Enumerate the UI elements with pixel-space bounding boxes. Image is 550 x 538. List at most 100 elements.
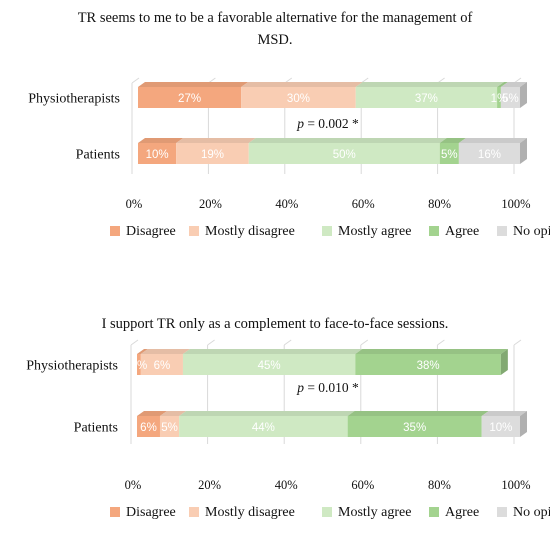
p-value-text: = 0.010 *	[304, 380, 359, 395]
bar-patients-no-opinion	[481, 416, 520, 437]
data-label-physiotherapists-mostly-disagree: 30%	[287, 93, 310, 105]
x-tick-label: 60%	[351, 478, 374, 492]
bar-patients-mostly-agree	[248, 143, 440, 164]
legend-swatch-disagree	[110, 507, 120, 517]
x-tick-label: 40%	[275, 478, 298, 492]
bar-physiotherapists-mostly-agree	[355, 87, 498, 108]
data-label-patients-mostly-disagree: 5%	[161, 422, 178, 434]
p-value-annotation: p = 0.002 *	[296, 116, 359, 131]
bar-top-patients-no-opinion	[481, 411, 527, 416]
grid-line-depth	[283, 339, 292, 346]
chart-title-line-2: MSD.	[257, 32, 292, 48]
chart-panel-1: TR seems to me to be a favorable alterna…	[28, 10, 550, 239]
data-label-patients-no-opinion: 10%	[489, 422, 512, 434]
legend-label-mostly-agree: Mostly agree	[338, 224, 411, 239]
bar-top-physiotherapists-agree	[497, 82, 508, 87]
bar-physiotherapists-agree	[497, 87, 501, 108]
bar-patients-agree	[439, 143, 459, 164]
data-label-patients-disagree: 6%	[140, 422, 157, 434]
chart-title-line-1: TR seems to me to be a favorable alterna…	[78, 10, 473, 26]
p-value-text: = 0.002 *	[304, 116, 359, 131]
bar-top-patients-agree	[439, 138, 466, 143]
legend-label-mostly-agree: Mostly agree	[338, 505, 411, 520]
legend-swatch-no-opinion	[497, 226, 507, 236]
legend-swatch-mostly-agree	[322, 226, 332, 236]
data-label-patients-no-opinion: 16%	[478, 149, 501, 161]
data-label-physiotherapists-mostly-agree: 45%	[258, 360, 281, 372]
bar-physiotherapists-disagree	[137, 354, 141, 375]
bar-patients-agree	[347, 416, 482, 437]
bar-top-physiotherapists-no-opinion	[500, 82, 527, 87]
legend-swatch-no-opinion	[497, 507, 507, 517]
data-label-physiotherapists-agree: 1%	[491, 93, 508, 105]
bar-top-physiotherapists-agree	[355, 349, 508, 354]
bar-patients-disagree	[137, 416, 160, 437]
bar-physiotherapists-disagree	[138, 87, 242, 108]
legend-swatch-mostly-disagree	[189, 507, 199, 517]
legend-label-disagree: Disagree	[126, 505, 176, 520]
x-tick-label: 20%	[198, 478, 221, 492]
legend-label-no-opinion: No opinion	[513, 224, 550, 239]
data-label-physiotherapists-mostly-disagree: 6%	[154, 360, 171, 372]
legend-label-no-opinion: No opinion	[513, 505, 550, 520]
bar-top-physiotherapists-disagree	[137, 349, 148, 354]
p-value-symbol: p	[296, 116, 304, 131]
data-label-patients-disagree: 10%	[146, 149, 169, 161]
bar-patients-disagree	[138, 143, 177, 164]
bar-top-patients-agree	[347, 411, 489, 416]
legend-swatch-agree	[429, 507, 439, 517]
bar-top-physiotherapists-mostly-agree	[182, 349, 363, 354]
x-tick-label: 0%	[126, 197, 143, 211]
chart-panel-2: I support TR only as a complement to fac…	[26, 316, 550, 520]
data-label-physiotherapists-mostly-agree: 37%	[415, 93, 438, 105]
legend-swatch-mostly-disagree	[189, 226, 199, 236]
bar-physiotherapists-no-opinion	[500, 87, 520, 108]
bar-top-physiotherapists-mostly-disagree	[140, 349, 190, 354]
bar-patients-no-opinion	[458, 143, 520, 164]
grid-line-depth	[130, 339, 139, 346]
legend-label-mostly-disagree: Mostly disagree	[205, 505, 295, 520]
data-label-patients-agree: 5%	[441, 149, 458, 161]
x-tick-label: 100%	[501, 197, 530, 211]
data-label-physiotherapists-agree: 38%	[417, 360, 440, 372]
bar-top-patients-disagree	[138, 138, 184, 143]
bar-top-patients-disagree	[137, 411, 167, 416]
data-label-patients-mostly-disagree: 19%	[201, 149, 224, 161]
x-tick-label: 100%	[501, 478, 530, 492]
grid-line-depth	[513, 339, 522, 346]
data-label-physiotherapists-no-opinion: 5%	[502, 93, 519, 105]
bar-top-patients-mostly-agree	[248, 138, 447, 143]
legend-swatch-agree	[429, 226, 439, 236]
p-value-symbol: p	[296, 380, 304, 395]
grid-line-depth	[131, 77, 140, 84]
bar-top-patients-mostly-agree	[179, 411, 355, 416]
x-tick-label: 20%	[199, 197, 222, 211]
legend-swatch-mostly-agree	[322, 507, 332, 517]
data-label-patients-mostly-agree: 44%	[252, 422, 275, 434]
bar-side-patients	[520, 411, 527, 437]
bar-physiotherapists-agree	[355, 354, 501, 375]
category-label-physiotherapists: Physiotherapists	[26, 359, 118, 374]
bar-patients-mostly-disagree	[176, 143, 249, 164]
grid-line-depth	[437, 339, 445, 346]
bar-top-physiotherapists-mostly-agree	[355, 82, 505, 87]
x-tick-label: 0%	[125, 478, 142, 492]
grid-line-depth	[360, 339, 369, 346]
x-tick-label: 80%	[428, 197, 451, 211]
chart-title-line-1: I support TR only as a complement to fac…	[102, 316, 449, 332]
bar-side-physiotherapists	[500, 349, 508, 375]
data-label-patients-agree: 35%	[403, 422, 426, 434]
bar-side-patients	[520, 138, 527, 164]
bar-top-physiotherapists-disagree	[138, 82, 249, 87]
data-label-physiotherapists-disagree: 27%	[178, 93, 201, 105]
legend-label-mostly-disagree: Mostly disagree	[205, 224, 295, 239]
category-label-physiotherapists: Physiotherapists	[28, 92, 120, 107]
x-tick-label: 80%	[428, 478, 451, 492]
bar-patients-mostly-disagree	[159, 416, 180, 437]
bar-top-physiotherapists-mostly-disagree	[241, 82, 363, 87]
bar-physiotherapists-mostly-agree	[182, 354, 356, 375]
legend-label-disagree: Disagree	[126, 224, 176, 239]
x-tick-label: 60%	[352, 197, 375, 211]
